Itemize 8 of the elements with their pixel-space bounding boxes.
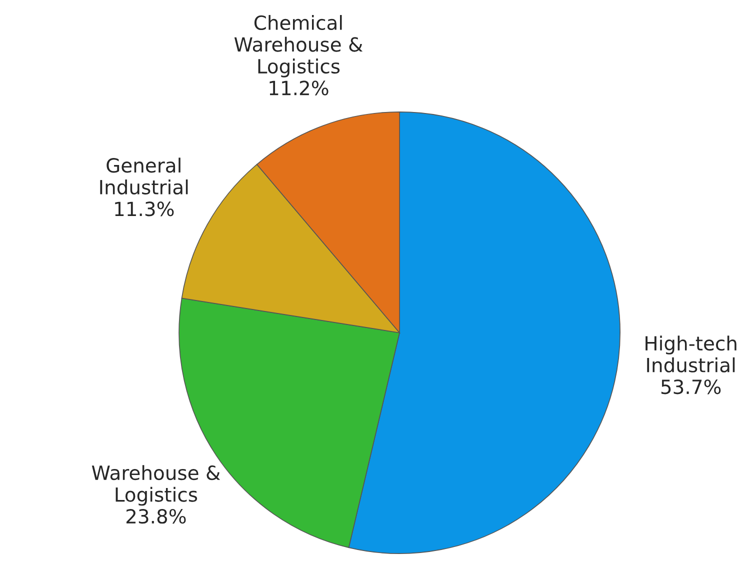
data-label: 11.2%	[270, 80, 328, 96]
slice-label: Chemical Warehouse & Logistics	[234, 15, 363, 78]
data-label: 11.3%	[115, 202, 174, 216]
slice-label: General Industrial	[100, 158, 188, 194]
slice-label: Warehouse & Logistics	[92, 465, 220, 506]
data-label: 23.8%	[126, 508, 186, 524]
slice-label: High-tech Industrial	[646, 336, 736, 372]
data-label: 53.7%	[661, 379, 721, 394]
